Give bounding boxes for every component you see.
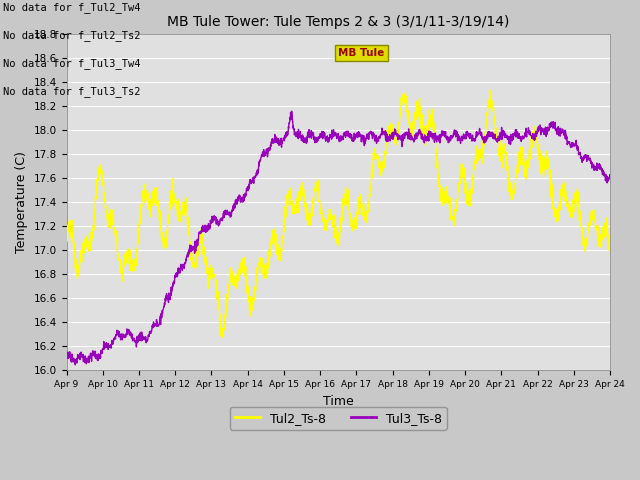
Y-axis label: Temperature (C): Temperature (C) [15, 151, 28, 253]
Tul2_Ts-8 [492, 117, 499, 123]
Tul2_Ts-8 [591, 214, 598, 219]
Tul3_Ts-8 [591, 163, 599, 169]
Text: No data for f_Tul2_Tw4: No data for f_Tul2_Tw4 [3, 2, 141, 13]
Text: MB Tule: MB Tule [339, 48, 385, 58]
X-axis label: Time: Time [323, 395, 354, 408]
Tul2_Ts-8 [327, 206, 335, 212]
Tul2_Ts-8 [606, 240, 614, 246]
Tul3_Ts-8 [591, 166, 598, 171]
Tul3_Ts-8 [91, 349, 99, 355]
Tul2_Ts-8 [313, 187, 321, 192]
Tul3_Ts-8 [328, 132, 335, 138]
Tul3_Ts-8 [63, 355, 70, 360]
Tul3_Ts-8 [288, 108, 296, 114]
Line: Tul2_Ts-8: Tul2_Ts-8 [67, 90, 610, 337]
Tul2_Ts-8 [591, 218, 599, 224]
Text: No data for f_Tul3_Ts2: No data for f_Tul3_Ts2 [3, 86, 141, 97]
Tul2_Ts-8 [63, 240, 70, 246]
Title: MB Tule Tower: Tule Temps 2 & 3 (3/1/11-3/19/14): MB Tule Tower: Tule Temps 2 & 3 (3/1/11-… [167, 15, 509, 29]
Tul3_Ts-8 [72, 362, 79, 368]
Tul2_Ts-8 [90, 214, 98, 219]
Line: Tul3_Ts-8: Tul3_Ts-8 [67, 111, 610, 365]
Legend: Tul2_Ts-8, Tul3_Ts-8: Tul2_Ts-8, Tul3_Ts-8 [230, 407, 447, 430]
Text: No data for f_Tul3_Tw4: No data for f_Tul3_Tw4 [3, 58, 141, 69]
Tul3_Ts-8 [492, 132, 499, 137]
Tul3_Ts-8 [606, 172, 614, 178]
Tul2_Ts-8 [486, 87, 494, 93]
Tul2_Ts-8 [220, 335, 227, 340]
Text: No data for f_Tul2_Ts2: No data for f_Tul2_Ts2 [3, 30, 141, 41]
Tul3_Ts-8 [313, 135, 321, 141]
